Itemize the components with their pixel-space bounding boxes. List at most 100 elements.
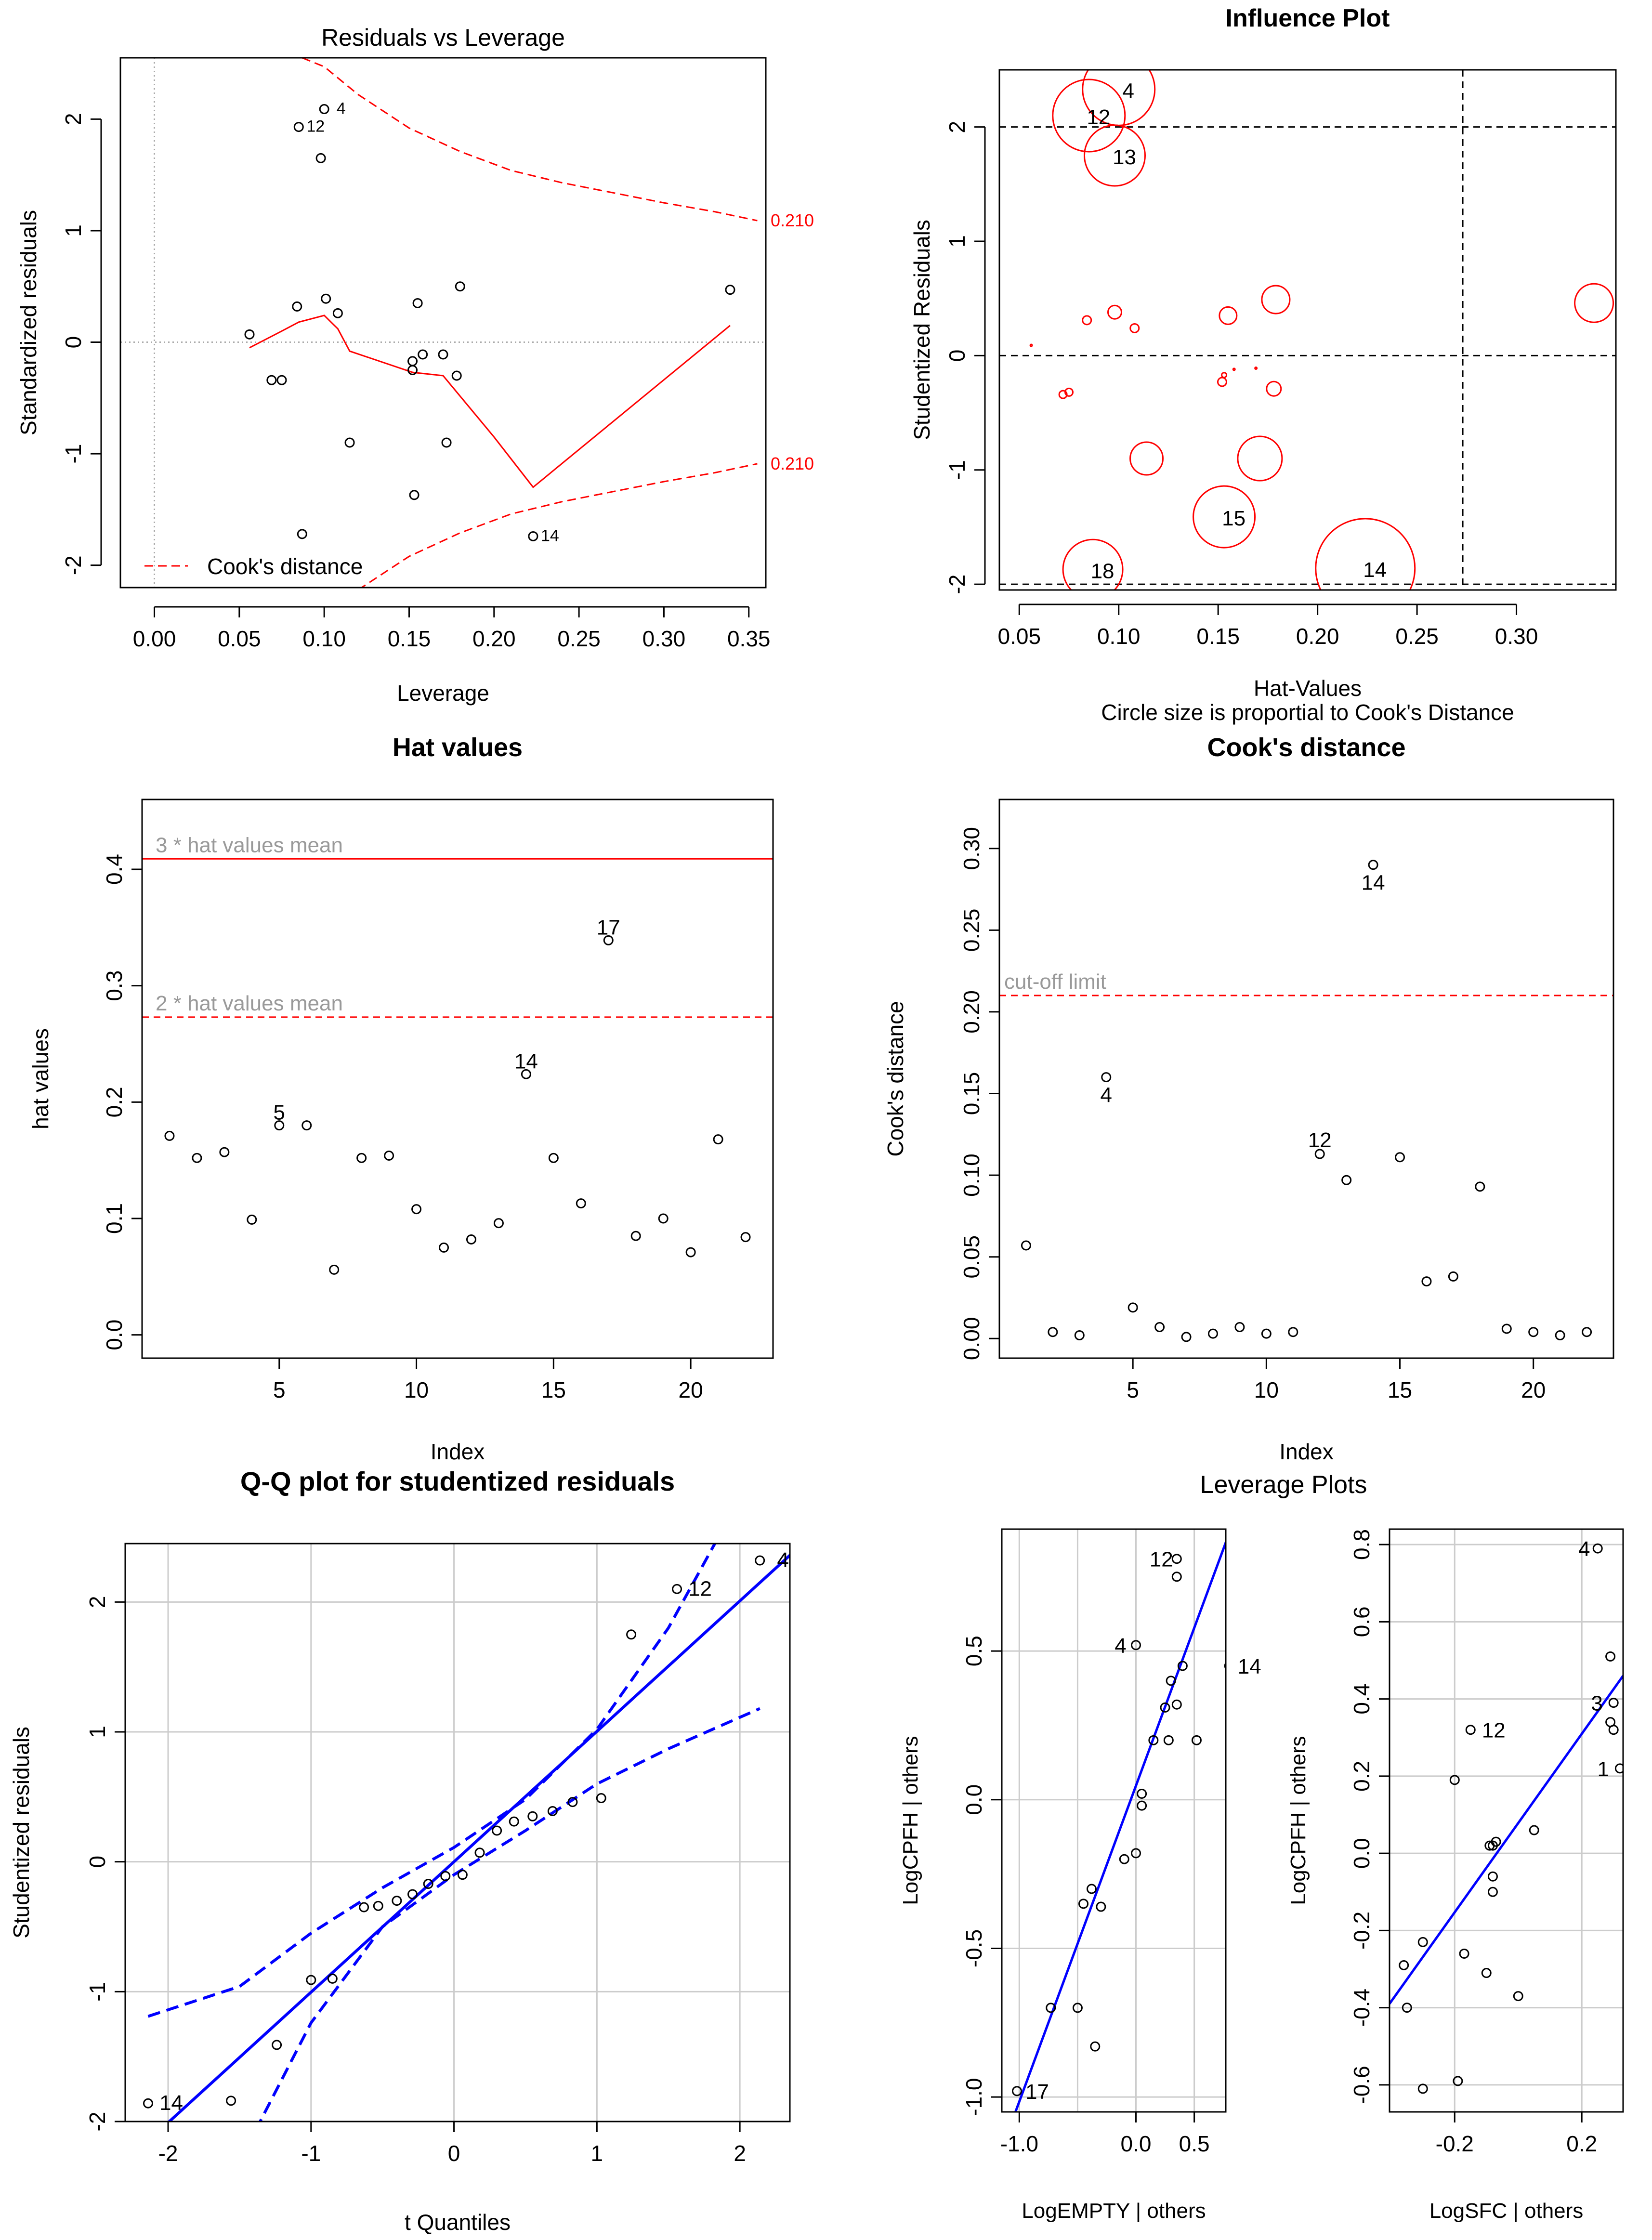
influence-bubble xyxy=(1266,380,1282,397)
data-point xyxy=(302,1120,312,1131)
y-tick-label: 0.2 xyxy=(1349,1761,1374,1792)
data-point xyxy=(740,1232,751,1243)
x-axis-subtitle: Circle size is proportial to Cook's Dist… xyxy=(1101,700,1514,725)
data-point xyxy=(576,1198,586,1209)
x-tick-label: 0.10 xyxy=(1097,624,1141,649)
y-axis-title: Standardized residuals xyxy=(16,210,41,435)
y-tick-label: -0.6 xyxy=(1349,2066,1374,2104)
chart-title: Residuals vs Leverage xyxy=(321,24,565,51)
influence-bubble xyxy=(1029,343,1033,347)
y-tick-label: -0.4 xyxy=(1349,1989,1374,2027)
data-point xyxy=(1453,2076,1463,2086)
y-axis-title: LogCPFH | others xyxy=(899,1736,922,1905)
y-tick-label: -1.0 xyxy=(961,2078,986,2116)
x-tick-label: 0.30 xyxy=(642,626,686,651)
x-axis: 5 10 15 20 xyxy=(273,1357,703,1402)
data-point xyxy=(1314,1149,1325,1159)
x-tick-label: 5 xyxy=(273,1377,286,1402)
data-point xyxy=(1166,1676,1176,1686)
legend-label: Cook's distance xyxy=(207,554,363,579)
data-point xyxy=(1614,1763,1623,1774)
point-label: 17 xyxy=(1025,2080,1049,2104)
cooks-distance-lower xyxy=(360,463,758,588)
x-tick-label: 0.2 xyxy=(1566,2131,1597,2156)
data-point xyxy=(411,1204,422,1215)
y-axis: -1.0 -0.5 0.0 0.5 xyxy=(961,1636,1003,2116)
data-point xyxy=(1171,1572,1182,1582)
x-axis: -0.2 0.2 xyxy=(1436,2111,1597,2156)
plot-area xyxy=(120,58,766,588)
data-point xyxy=(306,1975,316,1985)
data-point xyxy=(1191,1735,1202,1745)
confidence-band-lower xyxy=(258,1707,760,2122)
chart-title: Hat values xyxy=(393,733,523,762)
x-tick-label: 15 xyxy=(1388,1377,1412,1402)
data-point xyxy=(1395,1152,1405,1163)
data-point xyxy=(1131,1848,1141,1859)
data-point xyxy=(596,1793,606,1804)
data-point xyxy=(1101,1072,1112,1083)
data-point xyxy=(1072,2003,1083,2013)
x-tick-label: 10 xyxy=(404,1377,429,1402)
data-point xyxy=(713,1134,723,1145)
y-axis-title: Studentized residuals xyxy=(9,1727,34,1939)
influence-bubble xyxy=(1083,124,1146,187)
data-point xyxy=(457,1870,468,1880)
cooks-label-lower: 0.210 xyxy=(771,454,814,473)
data-point xyxy=(1501,1323,1512,1334)
data-point xyxy=(407,1889,418,1899)
data-point xyxy=(1459,1948,1469,1959)
influence-bubble xyxy=(1082,315,1092,326)
data-point xyxy=(548,1153,559,1163)
reference-line-label: 2 * hat values mean xyxy=(156,992,343,1015)
influence-bubble xyxy=(1062,538,1124,590)
data-point xyxy=(219,1147,230,1157)
point-label: 14 xyxy=(514,1049,538,1073)
point-label: 18 xyxy=(1091,559,1114,583)
data-point xyxy=(672,1584,682,1594)
data-point xyxy=(356,1153,367,1163)
plot-frame xyxy=(141,799,774,1359)
confidence-band-upper xyxy=(147,1544,717,2018)
y-axis: -2 -1 0 1 2 xyxy=(61,113,102,575)
data-point xyxy=(1131,1640,1141,1651)
point-label: 5 xyxy=(274,1101,285,1125)
influence-bubble xyxy=(1129,323,1140,333)
data-point xyxy=(1417,1937,1428,1947)
data-point xyxy=(1449,1775,1460,1785)
data-point xyxy=(164,1130,175,1141)
data-point xyxy=(276,375,287,385)
data-point xyxy=(1177,1661,1188,1671)
y-tick-label: -1 xyxy=(85,1982,110,2002)
y-tick-label: 0.30 xyxy=(959,827,984,870)
influence-bubble xyxy=(1574,283,1614,323)
x-tick-label: 20 xyxy=(679,1377,703,1402)
y-axis-title: Cook's distance xyxy=(883,1001,908,1156)
x-tick-label: 5 xyxy=(1127,1377,1139,1402)
leverage-fit-line xyxy=(1390,1675,1623,2005)
data-point xyxy=(1261,1328,1272,1339)
plot-frame xyxy=(1389,1528,1624,2113)
y-tick-label: 0.1 xyxy=(102,1203,127,1234)
influence-bubble xyxy=(1052,79,1126,153)
x-axis-title: Index xyxy=(431,1439,485,1464)
cutoff-label: cut-off limit xyxy=(1004,970,1106,994)
x-axis: 5 10 15 20 xyxy=(1127,1357,1546,1402)
x-axis-title: Hat-Values xyxy=(1254,676,1362,701)
point-label: 12 xyxy=(1482,1719,1506,1742)
data-point xyxy=(439,1242,449,1253)
point-label: 12 xyxy=(306,118,325,136)
data-point xyxy=(1090,2041,1101,2052)
x-tick-label: 0.20 xyxy=(472,626,516,651)
point-label: 4 xyxy=(1122,79,1134,103)
y-tick-label: 0.3 xyxy=(102,970,127,1001)
influence-bubble xyxy=(1064,387,1074,397)
plot-frame xyxy=(124,1543,791,2122)
data-point xyxy=(1555,1330,1565,1341)
data-point xyxy=(1160,1702,1170,1713)
data-point xyxy=(509,1816,519,1827)
y-tick-label: -0.2 xyxy=(1349,1912,1374,1950)
y-tick-label: 2 xyxy=(61,113,86,126)
data-point xyxy=(1078,1899,1089,1909)
influence-bubble xyxy=(1193,485,1256,549)
